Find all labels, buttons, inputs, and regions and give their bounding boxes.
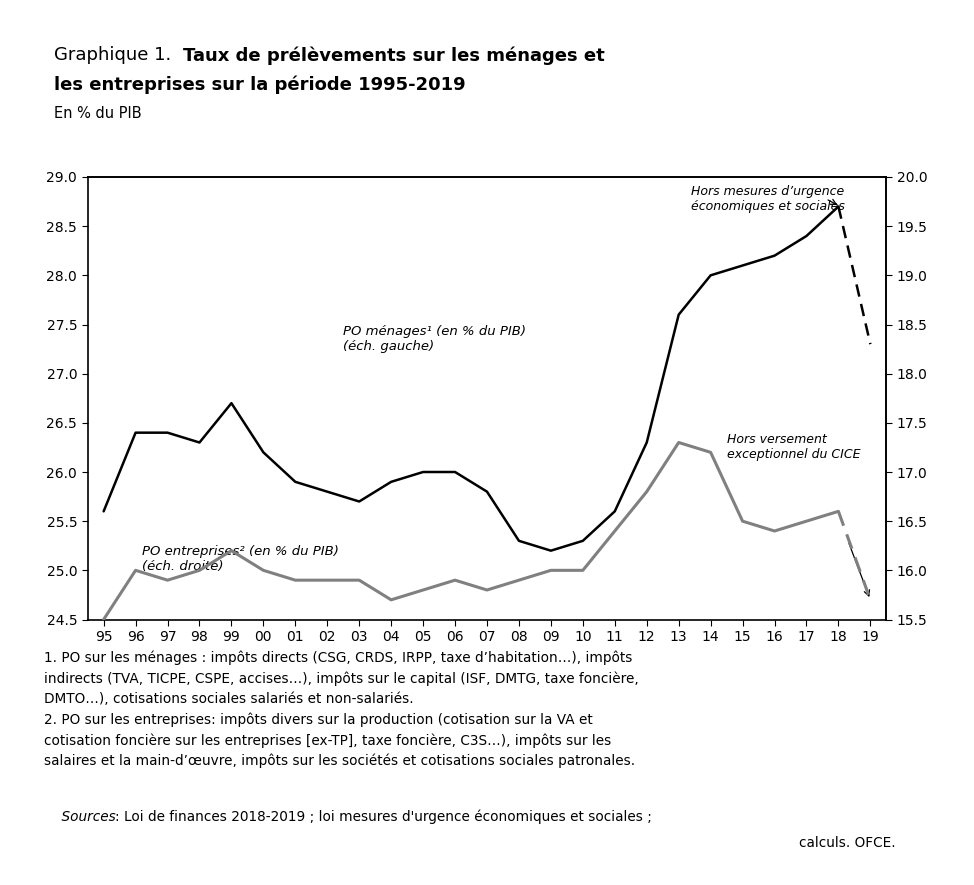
Text: Hors mesures d’urgence
économiques et sociales: Hors mesures d’urgence économiques et so… (692, 185, 845, 212)
Text: 1. PO sur les ménages : impôts directs (CSG, CRDS, IRPP, taxe d’habitation…), im: 1. PO sur les ménages : impôts directs (… (44, 650, 639, 768)
Text: calculs. OFCE.: calculs. OFCE. (799, 836, 895, 850)
Text: Hors versement
exceptionnel du CICE: Hors versement exceptionnel du CICE (727, 434, 860, 461)
Text: Sources: Sources (44, 810, 116, 824)
Text: En % du PIB: En % du PIB (54, 106, 141, 121)
Text: PO entreprises² (en % du PIB)
(éch. droite): PO entreprises² (en % du PIB) (éch. droi… (142, 544, 339, 573)
Text: : Loi de finances 2018-2019 ; loi mesures d'urgence économiques et sociales ;: : Loi de finances 2018-2019 ; loi mesure… (115, 810, 652, 824)
Text: Taux de prélèvements sur les ménages et: Taux de prélèvements sur les ménages et (183, 46, 605, 65)
Text: PO ménages¹ (en % du PIB)
(éch. gauche): PO ménages¹ (en % du PIB) (éch. gauche) (343, 326, 526, 353)
Text: Graphique 1.: Graphique 1. (54, 46, 176, 64)
Text: les entreprises sur la période 1995-2019: les entreprises sur la période 1995-2019 (54, 75, 466, 94)
